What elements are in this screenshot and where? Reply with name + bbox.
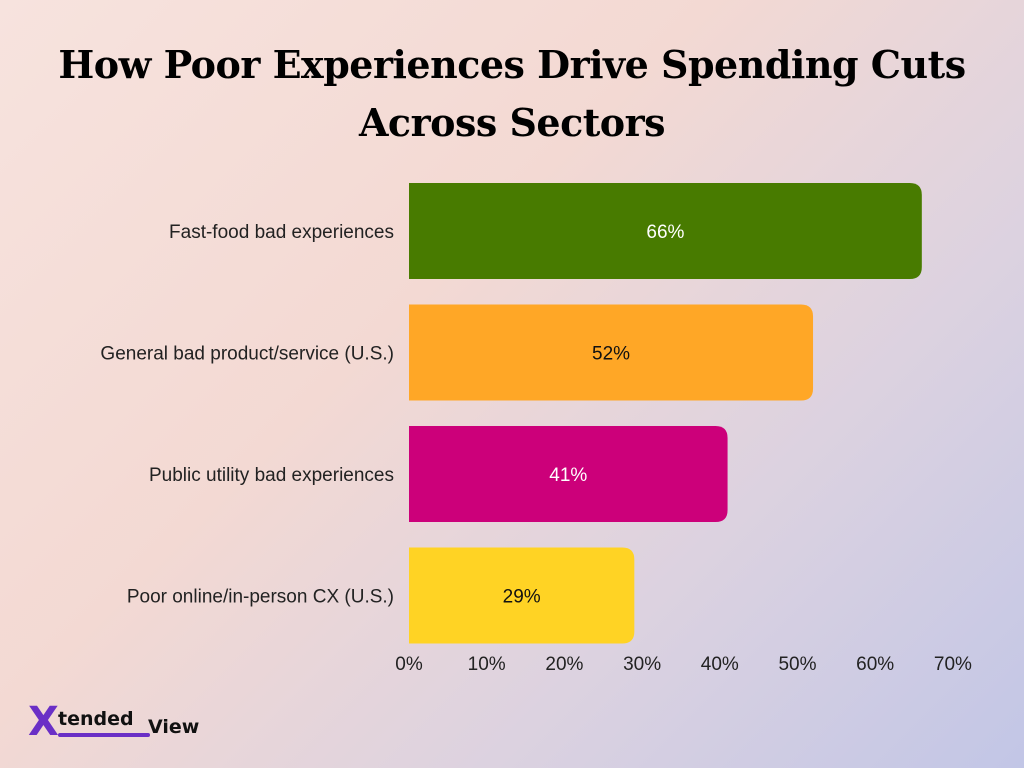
bar-public-utility-bad-experiences [409, 426, 728, 522]
x-tick-label: 50% [778, 654, 816, 675]
category-label: Public utility bad experiences [149, 465, 394, 486]
category-label: Fast-food bad experiences [169, 222, 394, 243]
logo-underline [58, 733, 150, 737]
chart-title: How Poor Experiences Drive Spending Cuts… [58, 42, 966, 145]
bar-value-label: 41% [549, 465, 587, 486]
logo-mark: X [28, 699, 59, 745]
x-tick-label: 20% [545, 654, 583, 675]
x-tick-label: 0% [395, 654, 423, 675]
bar-value-label: 66% [646, 222, 684, 243]
bar-value-label: 52% [592, 344, 630, 365]
category-label: General bad product/service (U.S.) [100, 344, 394, 365]
x-tick-label: 60% [856, 654, 894, 675]
x-tick-label: 30% [623, 654, 661, 675]
bar-poor-online-in-person-cx-u-s [409, 547, 635, 644]
logo-word-tended: tended [58, 708, 134, 730]
bar-value-label: 29% [503, 587, 541, 608]
xtendedview-logo: X tended View [28, 700, 228, 748]
x-tick-label: 70% [934, 654, 972, 675]
x-tick-label: 10% [468, 654, 506, 675]
category-label: Poor online/in-person CX (U.S.) [127, 587, 394, 608]
logo-word-view: View [148, 716, 200, 738]
bar-general-bad-product-service-u-s [409, 304, 814, 401]
x-tick-label: 40% [701, 654, 739, 675]
bar-fast-food-bad-experiences [409, 183, 922, 279]
